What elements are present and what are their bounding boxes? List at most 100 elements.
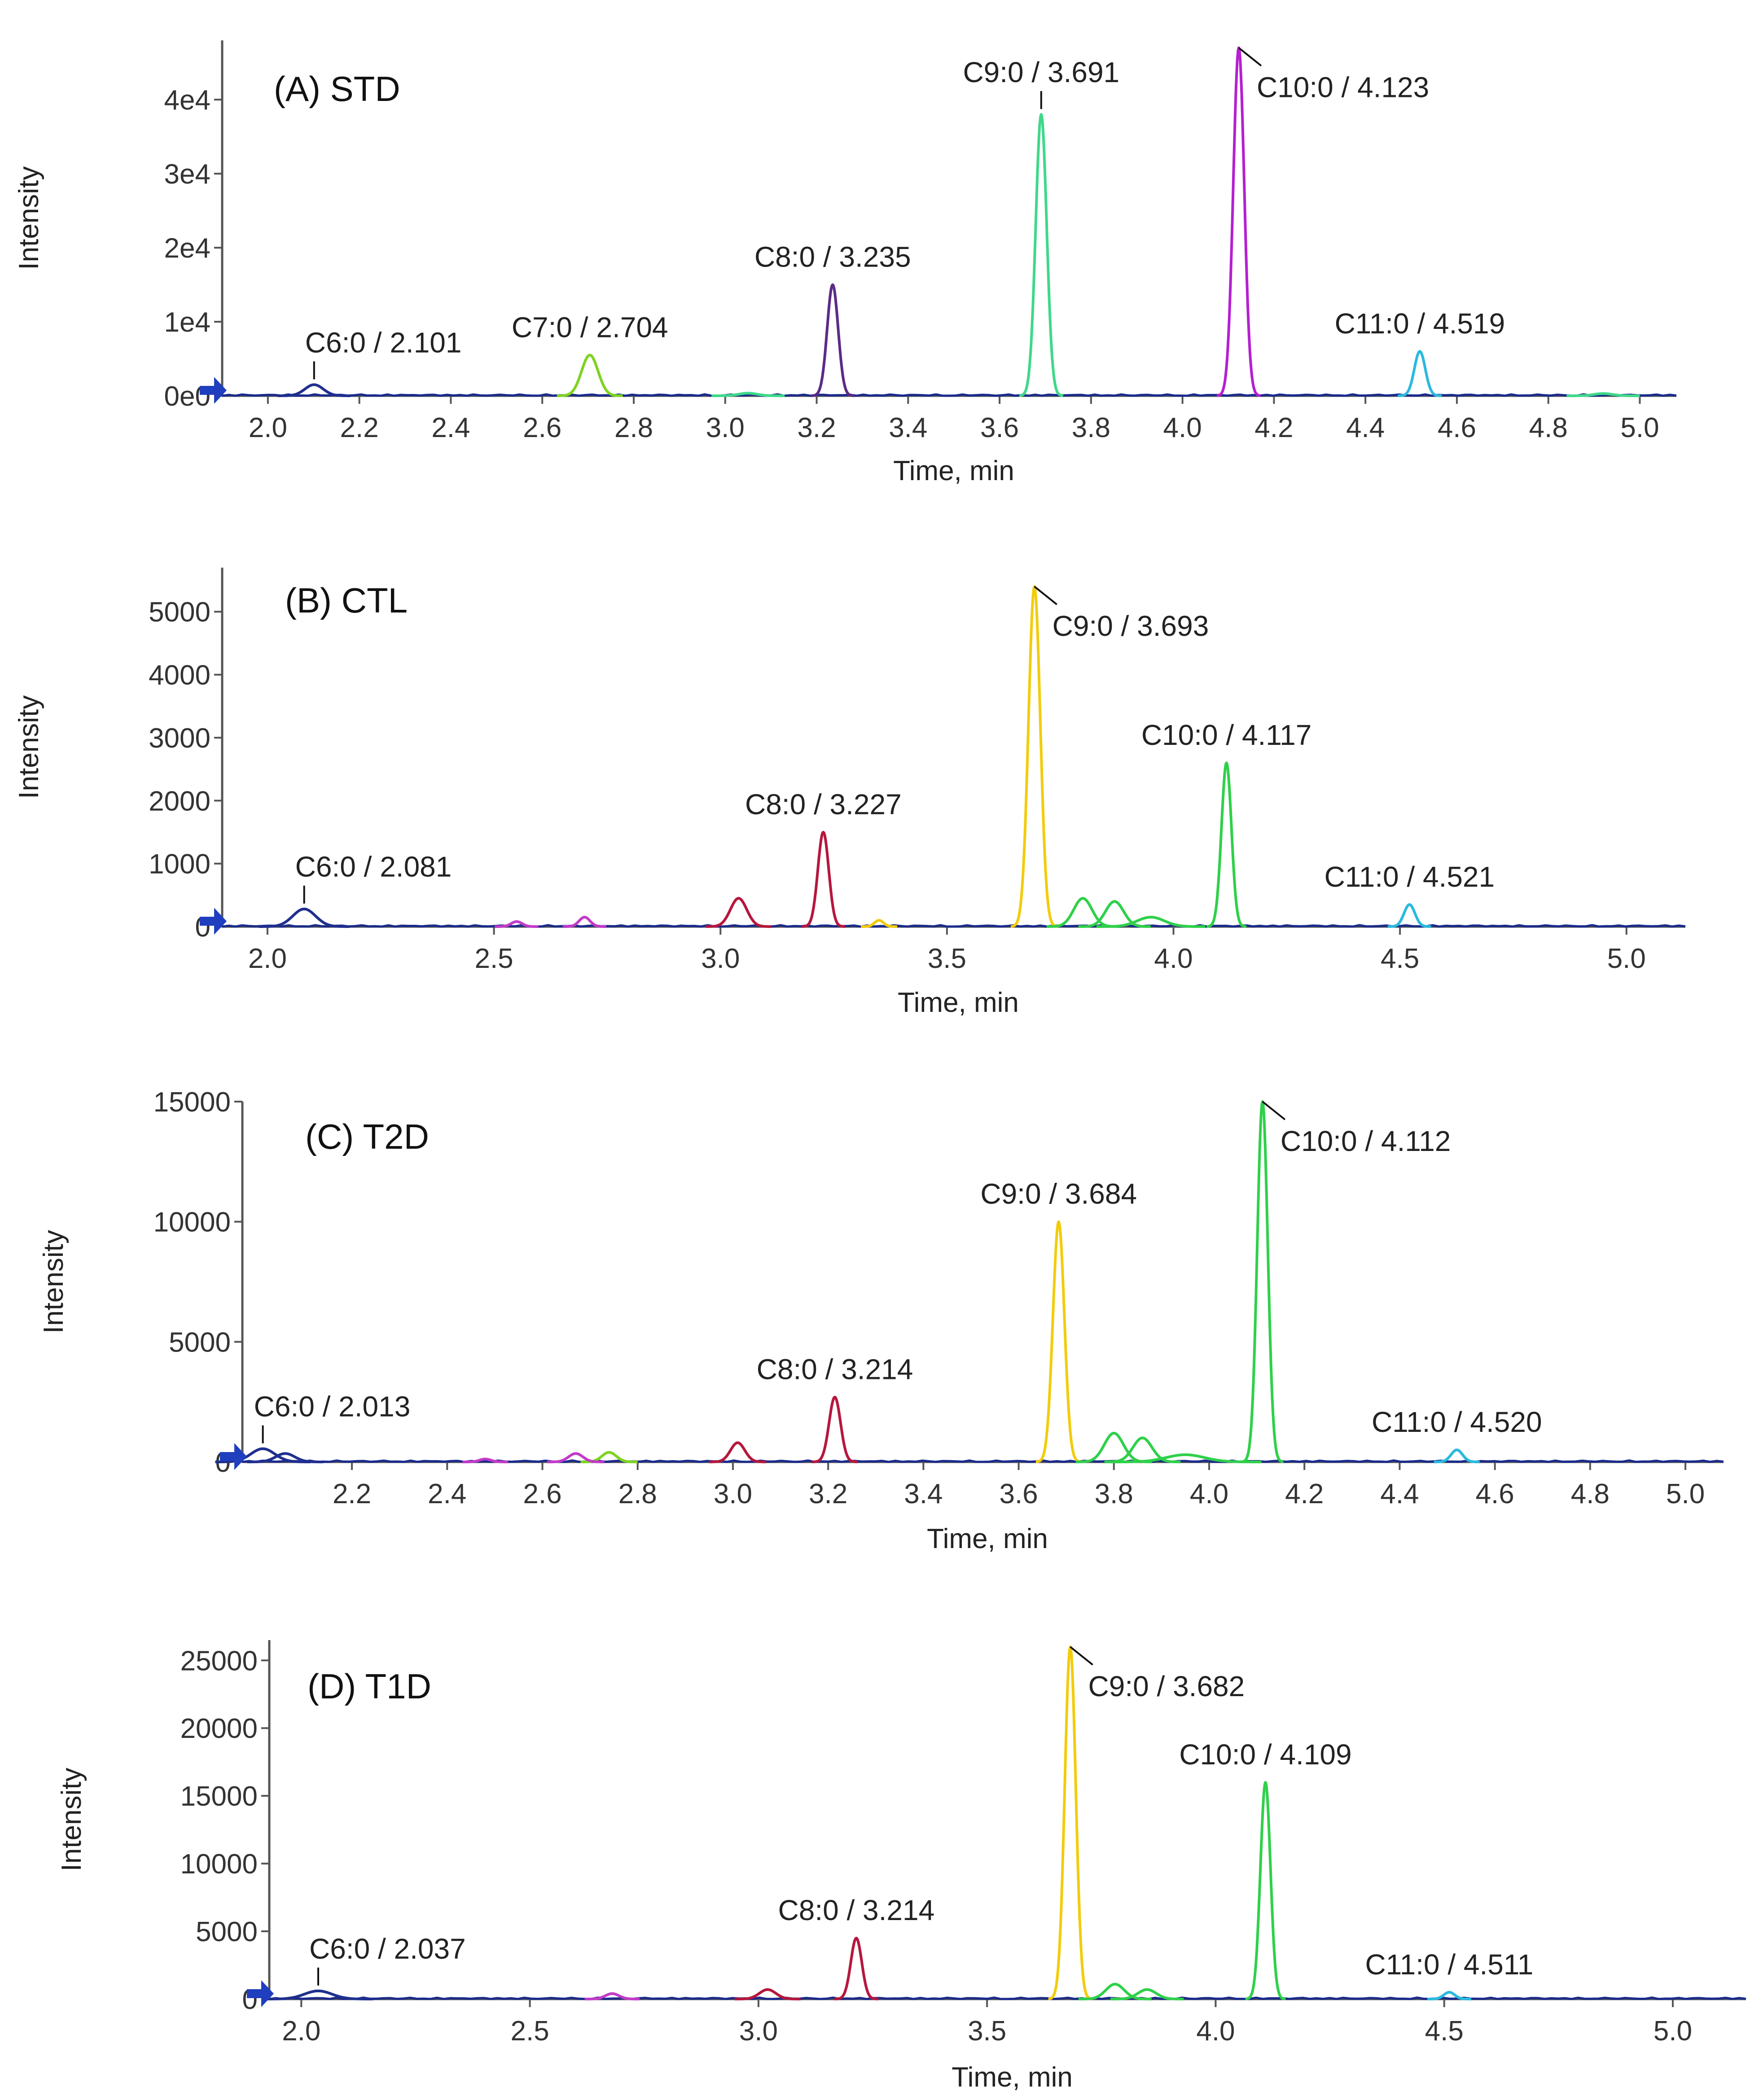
series-peak-C9-0 [1010,585,1059,928]
y-tick-label: 4000 [149,660,211,691]
x-axis-title: Time, min [927,1523,1048,1554]
peak-label: C9:0 / 3.684 [980,1178,1137,1210]
y-axis-title: Intensity [13,166,44,270]
y-tick-label: 5000 [196,1916,258,1947]
x-tick-label: 5.0 [1653,2016,1692,2047]
peak-label: C8:0 / 3.227 [745,788,902,820]
series-peak-C6-0 [277,383,351,397]
series-peak-C11-0 [1426,1991,1472,2000]
x-tick-label: 3.0 [701,943,740,974]
x-tick-label: 2.2 [340,412,379,443]
y-tick-label: 0 [242,1984,258,2015]
peak-label: C11:0 / 4.519 [1335,307,1505,340]
series-peak-C8-0 [801,831,846,928]
series-peak-minor [461,1457,509,1463]
series-peak-C8-0 [734,1988,801,2000]
baseline-trace [222,924,1686,928]
series-peak-C9-0 [1048,1645,1093,2000]
annotation-leader [1238,47,1262,67]
series-peak-C11-0 [1387,903,1432,928]
x-tick-label: 4.0 [1196,2016,1235,2047]
x-tick-label: 4.0 [1190,1479,1228,1509]
series-peak-C10-0 [1046,897,1119,928]
x-tick-label: 2.5 [474,943,513,974]
peak-label: C6:0 / 2.081 [295,851,452,883]
series-peak-C8-0 [709,1441,767,1463]
series-peak-C10-0 [1109,1453,1262,1463]
series-peak-C6-0 [263,1989,373,2000]
x-axis-title: Time, min [893,455,1014,486]
x-tick-label: 2.2 [333,1479,371,1509]
series-peak-C10-0 [1245,1781,1286,2000]
panel-title: (D) T1D [307,1667,431,1706]
peak-label: C6:0 / 2.037 [309,1933,466,1965]
series-peak-C6-0 [215,1447,311,1463]
y-tick-label: 1000 [149,849,211,880]
y-tick-label: 5000 [149,597,211,628]
x-tick-label: 4.4 [1380,1479,1419,1509]
peak-label: C9:0 / 3.682 [1088,1670,1245,1702]
x-tick-label: 4.8 [1571,1479,1610,1509]
peak-label: C6:0 / 2.101 [305,326,462,359]
x-tick-label: 5.0 [1666,1479,1705,1509]
y-tick-label: 3e4 [164,159,211,190]
series-peak-C9-0 [860,919,898,928]
series-peak-C10-0 [1078,1982,1152,2000]
peak-label: C10:0 / 4.123 [1257,71,1429,104]
y-tick-label: 1e4 [164,307,211,338]
baseline-arrow-icon [200,908,227,935]
series-peak-minor [562,915,607,928]
y-tick-label: 15000 [153,1087,231,1118]
y-tick-label: 15000 [180,1781,258,1812]
x-tick-label: 4.5 [1425,2016,1464,2047]
x-tick-label: 3.0 [714,1479,752,1509]
peak-label: C8:0 / 3.214 [757,1353,913,1385]
y-tick-label: 5000 [169,1327,231,1358]
series-peak-C10-0 [1104,1436,1181,1463]
series-peak-C8-0 [706,897,772,928]
x-tick-label: 3.0 [706,412,745,443]
x-tick-label: 4.2 [1285,1479,1324,1509]
series-peak-C8-0 [810,283,855,397]
series-peak-C9-0 [1018,113,1064,397]
baseline-arrow-icon [200,377,227,404]
x-tick-label: 5.0 [1620,412,1659,443]
x-tick-label: 4.4 [1346,412,1385,443]
y-tick-label: 10000 [180,1849,258,1880]
y-axis-title: Intensity [38,1230,69,1334]
y-tick-label: 2e4 [164,233,211,264]
series-peak-C11-0 [1433,1448,1480,1463]
x-tick-label: 2.8 [618,1479,657,1509]
baseline-arrow-icon [220,1443,247,1470]
x-tick-label: 3.5 [928,943,966,974]
panel-title: (C) T2D [305,1117,429,1156]
chromatogram-panel: 0 1000 2000 3000 4000 5000 2.0 2.5 3.0 3.5 4.0 4.5 5… [13,568,1686,1018]
x-tick-label: 3.5 [968,2016,1006,2047]
x-tick-label: 2.0 [249,412,287,443]
series-peak-C10-0 [1096,915,1206,928]
panel-title: (A) STD [274,69,400,109]
x-tick-label: 3.2 [809,1479,847,1509]
peak-label: C7:0 / 2.704 [512,311,668,343]
x-axis-title: Time, min [952,2062,1073,2093]
annotation-leader [1070,1646,1093,1666]
peak-label: C11:0 / 4.511 [1365,1948,1534,1981]
x-tick-label: 4.0 [1154,943,1193,974]
x-tick-label: 4.6 [1476,1479,1514,1509]
peak-label: C8:0 / 3.235 [754,241,911,273]
series-peak-minor [494,920,539,928]
y-tick-label: 4e4 [164,85,211,116]
series-peak-minor [584,1992,640,2000]
x-tick-label: 3.0 [739,2016,778,2047]
x-tick-label: 3.4 [904,1479,943,1509]
panel-title: (B) CTL [285,581,408,620]
peak-label: C10:0 / 4.109 [1179,1738,1351,1771]
peak-label: C9:0 / 3.691 [963,56,1119,88]
y-tick-label: 0 [195,912,211,943]
y-tick-label: 10000 [153,1207,231,1238]
series-peak-C10-0 [1241,1100,1284,1463]
peak-label: C8:0 / 3.214 [778,1894,935,1926]
y-tick-label: 3000 [149,723,211,754]
chromatogram-panel: 0e0 1e4 2e4 3e4 4e4 2.0 2.2 2.4 2.6 2.8 3.0 3.2 3.4 3… [13,40,1677,486]
x-tick-label: 2.6 [523,412,561,443]
